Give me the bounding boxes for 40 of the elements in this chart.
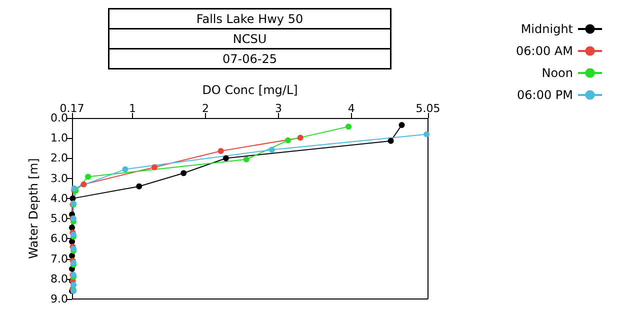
point [424,131,430,138]
legend-label: Noon [542,66,573,80]
legend-label: Midnight [520,22,574,36]
text: 07-06-25 [222,52,277,66]
point [345,124,352,130]
chart-subtitle: NCSU [232,32,267,46]
y-tick-label: 5.0 [50,212,68,226]
chart-title: Falls Lake Hwy 50 [196,12,304,26]
y-tick-label: 9.0 [50,292,68,306]
x-tick-label: 4 [348,102,355,115]
legend-label: 06:00 PM [517,88,573,102]
point [222,155,229,162]
point [122,166,128,172]
point [136,183,142,190]
point [284,137,291,144]
point [398,122,405,128]
point [218,148,224,154]
point [243,156,250,162]
y-tick-label: 3.0 [50,172,68,185]
point [180,170,187,176]
x-axis-title: DO Conc [mg/L] [202,83,298,97]
point [268,146,275,153]
y-tick-label: 4.0 [50,192,68,205]
point [388,138,394,144]
y-tick-label: 1.0 [50,132,68,145]
y-tick-label: 2.0 [50,152,68,165]
point [85,174,92,180]
y-tick-label: 6.0 [50,232,68,246]
x-tick-label: 3 [274,102,282,115]
point [69,224,75,231]
x-tick-label: 2 [202,102,209,115]
x-tick-label: 5.05 [416,102,440,115]
x-tick-label: 1 [129,102,136,115]
point [151,164,158,170]
point [297,134,304,141]
point [80,181,87,188]
legend-label: 06:00 AM [516,44,573,58]
y-tick-label: 7.0 [50,252,68,266]
y-tick-label: 8.0 [50,272,68,286]
y-axis-title: Water Depth [m] [26,158,41,259]
